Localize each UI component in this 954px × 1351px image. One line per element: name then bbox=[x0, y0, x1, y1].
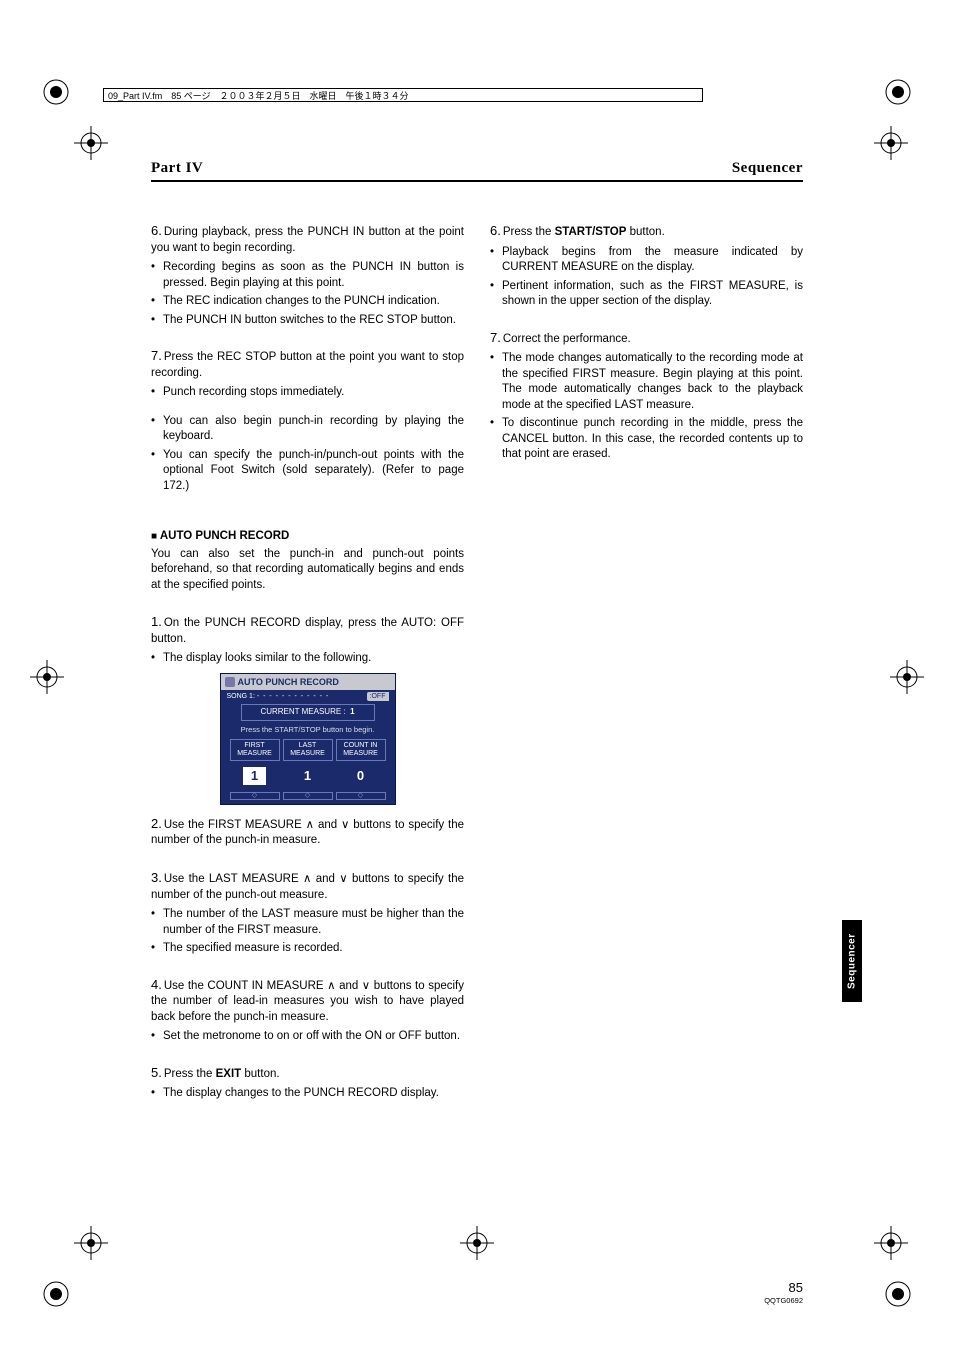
bullet: The REC indication changes to the PUNCH … bbox=[151, 294, 464, 310]
bullet: You can specify the punch-in/punch-out p… bbox=[151, 448, 464, 495]
reg-mark-icon bbox=[40, 76, 72, 113]
bullet: Playback begins from the measure indicat… bbox=[490, 245, 803, 276]
lcd-val-last: 1 bbox=[283, 764, 333, 788]
bullet: The specified measure is recorded. bbox=[151, 941, 464, 957]
lcd-current-measure: CURRENT MEASURE : 1 bbox=[241, 704, 375, 721]
step-7r: 7.Correct the performance. bbox=[490, 329, 803, 348]
bullet: The mode changes automatically to the re… bbox=[490, 351, 803, 413]
reg-mark-icon bbox=[882, 1278, 914, 1315]
doc-code: QQTG0692 bbox=[764, 1296, 803, 1305]
page-footer: 85 QQTG0692 bbox=[764, 1280, 803, 1305]
bullet: Set the metronome to on or off with the … bbox=[151, 1029, 464, 1045]
lcd-title-bar: AUTO PUNCH RECORD bbox=[221, 674, 395, 690]
page-number: 85 bbox=[789, 1280, 803, 1295]
crop-target-icon bbox=[874, 1226, 908, 1265]
subheading-auto-punch: AUTO PUNCH RECORD bbox=[151, 529, 464, 545]
reg-mark-icon bbox=[882, 76, 914, 113]
step-1: 1.On the PUNCH RECORD display, press the… bbox=[151, 613, 464, 647]
crop-target-icon bbox=[74, 126, 108, 165]
lcd-display: AUTO PUNCH RECORD SONG 1: - - - - - - - … bbox=[220, 673, 396, 805]
lcd-value-row: 1 1 0 bbox=[221, 764, 395, 792]
lcd-message: Press the START/STOP button to begin. bbox=[221, 724, 395, 739]
bullet: Punch recording stops immediately. bbox=[151, 385, 464, 401]
step-3: 3.Use the LAST MEASURE ∧ and ∨ buttons t… bbox=[151, 869, 464, 903]
lcd-box-first: FIRSTMEASURE bbox=[230, 739, 280, 761]
bullet: The display looks similar to the followi… bbox=[151, 651, 464, 667]
step-6r: 6.Press the START/STOP button. bbox=[490, 222, 803, 241]
crop-target-icon bbox=[460, 1226, 494, 1265]
step-6: 6.During playback, press the PUNCH IN bu… bbox=[151, 222, 464, 256]
crop-target-icon bbox=[30, 660, 64, 699]
bullet: The number of the LAST measure must be h… bbox=[151, 907, 464, 938]
lcd-spinner: ◇ bbox=[230, 792, 280, 800]
step-7: 7.Press the REC STOP button at the point… bbox=[151, 347, 464, 381]
lcd-label-row: FIRSTMEASURE LASTMEASURE COUNT INMEASURE bbox=[221, 739, 395, 764]
lcd-val-countin: 0 bbox=[336, 764, 386, 788]
lcd-off-button: :OFF bbox=[367, 692, 389, 701]
right-column: 6.Press the START/STOP button. Playback … bbox=[490, 222, 803, 1105]
lcd-spinner: ◇ bbox=[336, 792, 386, 800]
intro-paragraph: You can also set the punch-in and punch-… bbox=[151, 547, 464, 594]
bullet: To discontinue punch recording in the mi… bbox=[490, 416, 803, 463]
step-4: 4.Use the COUNT IN MEASURE ∧ and ∨ butto… bbox=[151, 976, 464, 1026]
crop-target-icon bbox=[890, 660, 924, 699]
lcd-title-icon bbox=[225, 677, 235, 687]
crop-target-icon bbox=[74, 1226, 108, 1265]
section-tab: Sequencer bbox=[842, 920, 862, 1002]
running-head-right: Sequencer bbox=[732, 160, 803, 177]
bullet: Pertinent information, such as the FIRST… bbox=[490, 279, 803, 310]
lcd-spinner: ◇ bbox=[283, 792, 333, 800]
lcd-song-row: SONG 1: - - - - - - - - - - - - :OFF bbox=[221, 690, 395, 703]
lcd-box-last: LASTMEASURE bbox=[283, 739, 333, 761]
lcd-val-first: 1 bbox=[230, 764, 280, 788]
lcd-spinner-row: ◇ ◇ ◇ bbox=[221, 792, 395, 804]
lcd-box-countin: COUNT INMEASURE bbox=[336, 739, 386, 761]
left-column: 6.During playback, press the PUNCH IN bu… bbox=[151, 222, 464, 1105]
lcd-title-text: AUTO PUNCH RECORD bbox=[238, 676, 339, 688]
reg-mark-icon bbox=[40, 1278, 72, 1315]
page-content: Part IV Sequencer 6.During playback, pre… bbox=[151, 160, 803, 1105]
print-header-text: 09_Part IV.fm 85 ページ ２００３年２月５日 水曜日 午後１時３… bbox=[108, 89, 409, 102]
crop-target-icon bbox=[874, 126, 908, 165]
bullet: The PUNCH IN button switches to the REC … bbox=[151, 313, 464, 329]
bullet: Recording begins as soon as the PUNCH IN… bbox=[151, 260, 464, 291]
bullet: You can also begin punch-in recording by… bbox=[151, 414, 464, 445]
step-2: 2.Use the FIRST MEASURE ∧ and ∨ buttons … bbox=[151, 815, 464, 849]
print-header-bar: 09_Part IV.fm 85 ページ ２００３年２月５日 水曜日 午後１時３… bbox=[103, 88, 703, 102]
running-head-left: Part IV bbox=[151, 160, 203, 177]
step-5: 5.Press the EXIT button. bbox=[151, 1064, 464, 1083]
running-head: Part IV Sequencer bbox=[151, 160, 803, 182]
bullet: The display changes to the PUNCH RECORD … bbox=[151, 1086, 464, 1102]
